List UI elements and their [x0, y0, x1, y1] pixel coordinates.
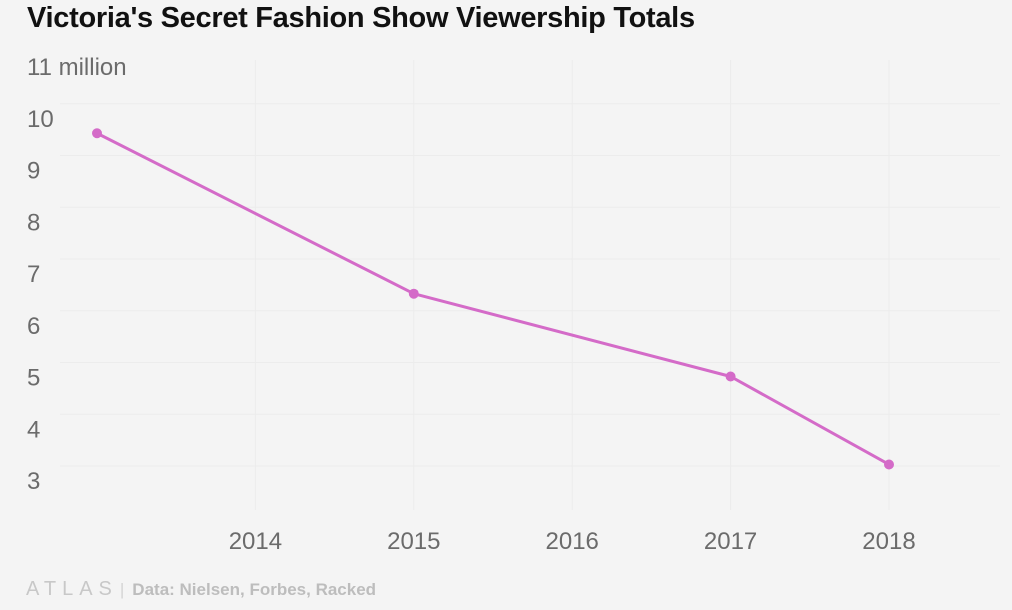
source-note: Data: Nielsen, Forbes, Racked	[132, 579, 377, 599]
y-tick-label: 9	[27, 158, 40, 185]
footer-separator: |	[119, 579, 125, 599]
x-tick-label: 2014	[229, 528, 282, 555]
x-tick-label: 2017	[704, 528, 757, 555]
y-tick-label: 7	[27, 261, 40, 288]
y-tick-label: 3	[27, 468, 40, 495]
x-tick-label: 2015	[387, 528, 440, 555]
x-tick-label: 2016	[546, 528, 599, 555]
footer: ATLAS | Data: Nielsen, Forbes, Racked	[26, 578, 376, 601]
series-line	[96, 131, 890, 466]
y-tick-label: 4	[27, 416, 40, 443]
data-point	[92, 128, 102, 139]
data-point	[884, 459, 894, 470]
data-point	[725, 371, 736, 382]
y-tick-label: 8	[27, 209, 40, 236]
data-point	[408, 288, 419, 299]
y-tick-label: 11 million	[27, 54, 127, 81]
y-tick-label: 6	[27, 313, 40, 340]
y-tick-label: 10	[27, 106, 54, 133]
y-tick-label: 5	[27, 365, 40, 392]
atlas-logo: ATLAS	[26, 578, 118, 600]
chart-title: Victoria's Secret Fashion Show Viewershi…	[27, 2, 695, 34]
x-tick-label: 2018	[862, 528, 915, 555]
